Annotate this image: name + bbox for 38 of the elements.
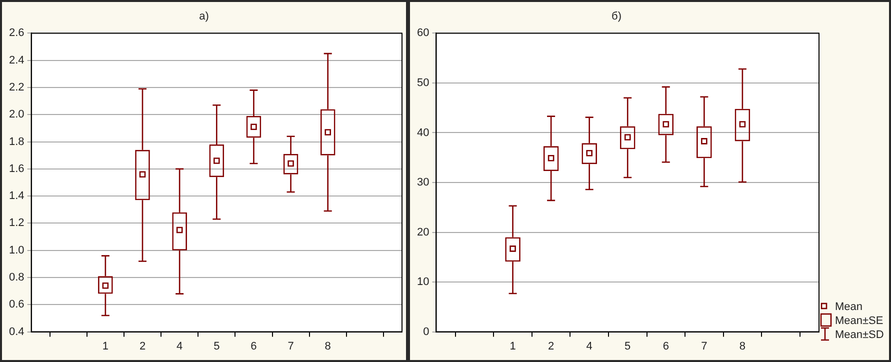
y-tick-label: 1.4 bbox=[8, 190, 24, 202]
y-tick-label: 1.2 bbox=[8, 217, 24, 230]
chart-title: a) bbox=[199, 10, 209, 23]
x-tick-label: 8 bbox=[324, 340, 331, 352]
y-tick-label: 2.2 bbox=[8, 82, 24, 94]
x-tick-label: 7 bbox=[288, 340, 294, 352]
x-tick-label: 4 bbox=[586, 340, 592, 352]
x-tick-label: 4 bbox=[176, 340, 183, 352]
y-tick-label: 10 bbox=[416, 276, 430, 288]
y-tick-label: 60 bbox=[416, 27, 430, 40]
y-tick-label: 2.6 bbox=[8, 27, 24, 40]
y-tick-label: 1.6 bbox=[8, 162, 24, 175]
text: Mean±SD bbox=[835, 329, 884, 341]
x-tick-label: 8 bbox=[739, 340, 746, 352]
y-tick-label: 1.8 bbox=[8, 136, 24, 148]
y-tick-label: 1.0 bbox=[8, 244, 24, 256]
y-tick-label: 2.4 bbox=[8, 54, 24, 66]
text: Mean bbox=[835, 301, 863, 313]
x-tick-label: 6 bbox=[662, 340, 669, 352]
y-tick-label: 0.4 bbox=[8, 326, 24, 338]
y-tick-label: 20 bbox=[416, 226, 430, 238]
x-tick-label: 1 bbox=[510, 340, 516, 352]
y-tick-label: 0.6 bbox=[8, 298, 24, 311]
y-tick-label: 30 bbox=[416, 176, 430, 189]
x-tick-label: 5 bbox=[214, 340, 220, 352]
y-tick-label: 0 bbox=[423, 326, 430, 338]
y-tick-label: 2.0 bbox=[8, 108, 24, 121]
x-tick-label: 1 bbox=[102, 340, 108, 352]
chart-title: б) bbox=[612, 10, 622, 23]
text: Mean±SE bbox=[835, 315, 884, 327]
x-tick-label: 2 bbox=[548, 340, 554, 352]
y-tick-label: 50 bbox=[416, 77, 430, 89]
x-tick-label: 6 bbox=[250, 340, 257, 352]
x-tick-label: 2 bbox=[139, 340, 146, 352]
y-tick-label: 0.8 bbox=[8, 272, 24, 284]
x-tick-label: 5 bbox=[624, 340, 631, 352]
x-tick-label: 7 bbox=[701, 340, 708, 352]
y-tick-label: 40 bbox=[416, 126, 430, 139]
